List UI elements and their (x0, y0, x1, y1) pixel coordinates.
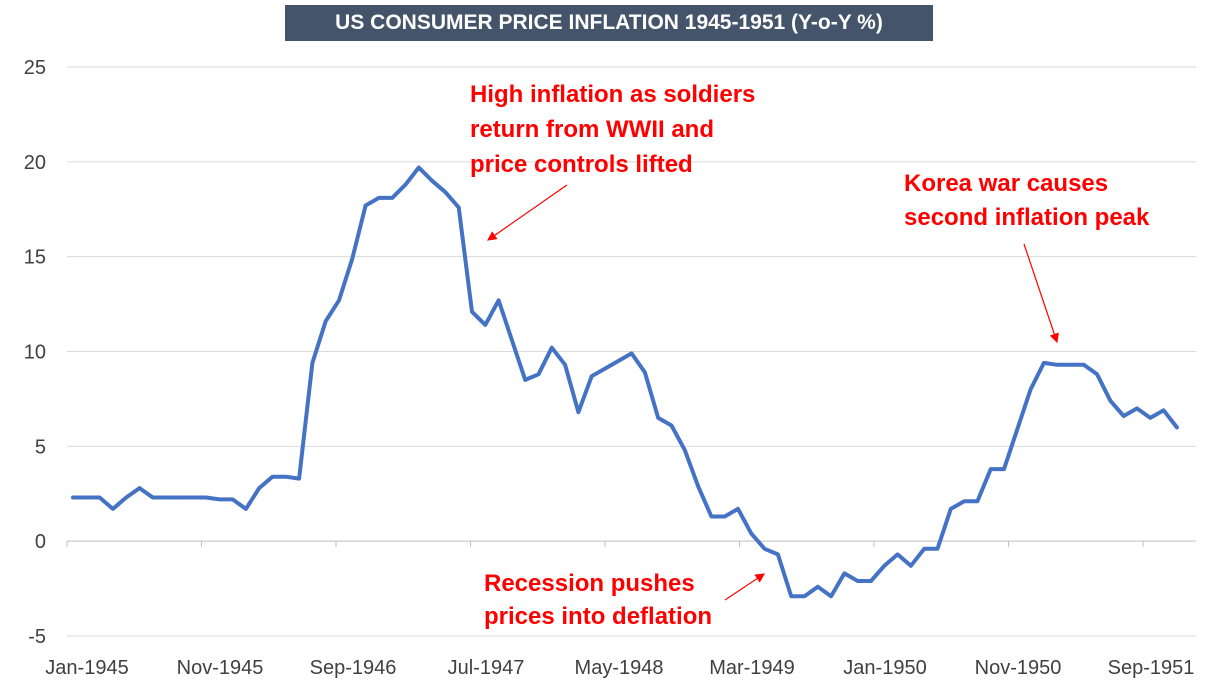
y-tick-label: 5 (35, 436, 46, 458)
x-tick-label: Nov-1950 (975, 657, 1062, 679)
annotation-line: price controls lifted (470, 151, 693, 178)
x-axis-labels: Jan-1945 Nov-1945 Sep-1946 Jul-1947 May-1948… (45, 657, 1194, 679)
y-axis-labels: 25 20 15 10 5 0 -5 (24, 57, 46, 648)
y-tick-label: -5 (28, 626, 46, 648)
annotation-recession: Recession pushes prices into deflation (484, 570, 712, 630)
x-tick-label: Jul-1947 (448, 657, 525, 679)
x-axis (66, 540, 1196, 548)
y-tick-label: 10 (24, 342, 46, 364)
chart-title: US CONSUMER PRICE INFLATION 1945-1951 (Y… (285, 5, 933, 41)
x-tick-label: Sep-1951 (1108, 657, 1195, 679)
annotation-line: second inflation peak (904, 204, 1150, 231)
x-tick-label: Mar-1949 (709, 657, 795, 679)
x-tick-label: Jan-1945 (45, 657, 128, 679)
annotation-line: High inflation as soldiers (470, 81, 755, 108)
annotation-line: Korea war causes (904, 170, 1108, 197)
y-tick-label: 15 (24, 247, 46, 269)
annotation-line: Recession pushes (484, 570, 695, 597)
annotations: High inflation as soldiers return from WW… (470, 81, 1150, 630)
annotation-line: prices into deflation (484, 603, 712, 630)
series-group (71, 165, 1179, 599)
x-tick-label: Sep-1946 (310, 657, 397, 679)
x-tick-label: May-1948 (575, 657, 664, 679)
annotation-arrow (724, 573, 765, 601)
y-tick-label: 0 (35, 531, 46, 553)
annotation-arrow (1023, 243, 1059, 344)
x-tick-label: Jan-1950 (843, 657, 926, 679)
y-tick-label: 20 (24, 152, 46, 174)
x-tick-label: Nov-1945 (177, 657, 264, 679)
annotation-line: return from WWII and (470, 116, 714, 143)
annotation-postwar: High inflation as soldiers return from WW… (470, 81, 755, 178)
y-tick-label: 25 (24, 57, 46, 79)
gridlines (67, 66, 1196, 637)
annotation-korea: Korea war causes second inflation peak (904, 170, 1150, 231)
annotation-arrow (487, 184, 568, 241)
series-line (71, 165, 1179, 599)
